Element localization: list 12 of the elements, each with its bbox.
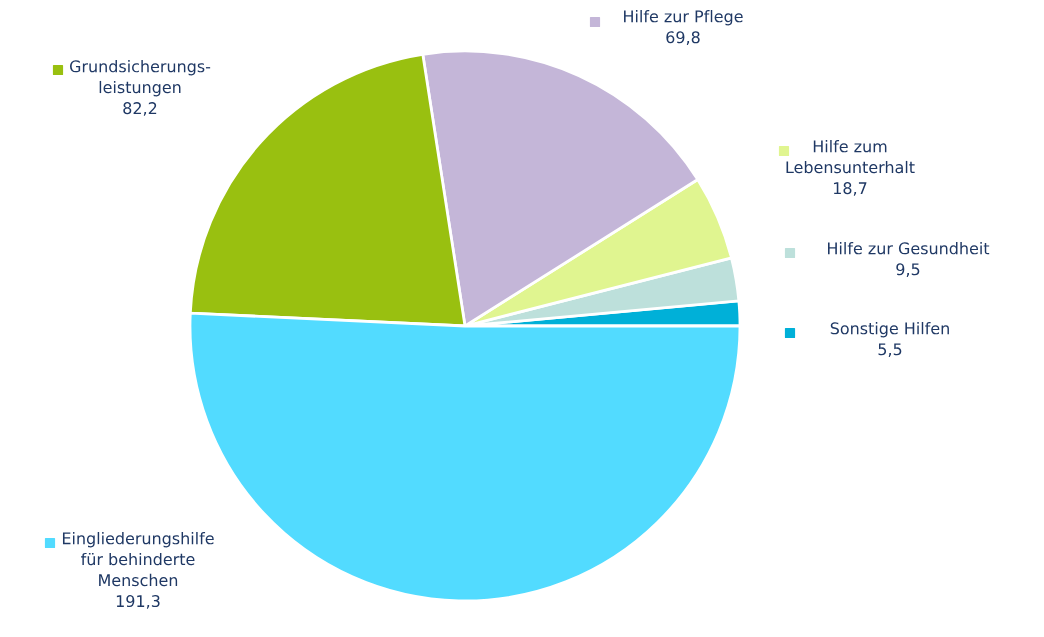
legend-label: Eingliederungshilfe für behinderte Menschen [62, 532, 214, 587]
legend-label: Hilfe zum Lebensunterhalt [786, 140, 915, 174]
legend-label: Hilfe zur Pflege [624, 10, 743, 26]
legend-label: Sonstige Hilfen [830, 322, 949, 338]
data-label: 82,2 [123, 102, 157, 116]
data-label: 5,5 [878, 343, 902, 357]
data-label: 18,7 [833, 182, 867, 196]
data-label: 69,8 [666, 31, 700, 45]
legend-label: Hilfe zur Gesundheit [828, 242, 990, 255]
data-label: 191,3 [116, 595, 160, 609]
data-label: 9,5 [896, 263, 920, 277]
legend-label: Grundsicherungs- leistungen [69, 60, 211, 97]
